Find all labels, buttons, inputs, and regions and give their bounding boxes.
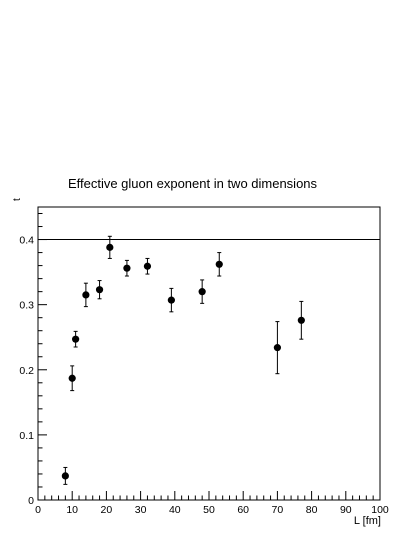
y-tick-label: 0.2 [19,365,34,377]
data-point [106,243,114,251]
y-tick-label: 0.3 [19,300,34,312]
data-point [273,344,281,352]
y-tick-label: 0.4 [19,235,34,247]
data-points [61,235,305,485]
data-point [68,374,76,382]
data-point [123,264,131,272]
x-tick-label: 80 [306,504,318,516]
data-point [95,286,104,294]
data-point [215,260,223,268]
x-axis-label: L [fm] [353,515,381,527]
x-tick-label: 100 [371,504,389,516]
x-tick-label: 0 [35,504,41,516]
y-tick-label: 0 [28,495,34,507]
y-axis-label: t [12,198,23,201]
x-tick-label: 10 [66,504,78,516]
x-tick-label: 50 [203,504,215,516]
chart-title: Effective gluon exponent in two dimensio… [67,176,318,191]
x-tick-label: 70 [272,504,284,516]
data-point [72,335,80,343]
y-tick-label: 0.1 [19,430,34,442]
x-tick-label: 60 [237,504,249,516]
y-axis-ticks: 0 0.1 0.2 0.3 0.4 [19,213,47,507]
x-tick-label: 30 [135,504,147,516]
x-tick-label: 40 [169,504,181,516]
data-point [297,316,305,324]
data-point [82,291,90,299]
data-point [61,472,69,480]
plot-frame [37,206,381,501]
data-point [143,262,152,270]
x-tick-label: 90 [340,504,352,516]
data-point [198,288,206,296]
data-point [167,296,175,304]
x-tick-label: 20 [101,504,113,516]
x-axis-ticks: 0 10 20 30 40 50 60 70 80 90 100 [35,491,389,516]
